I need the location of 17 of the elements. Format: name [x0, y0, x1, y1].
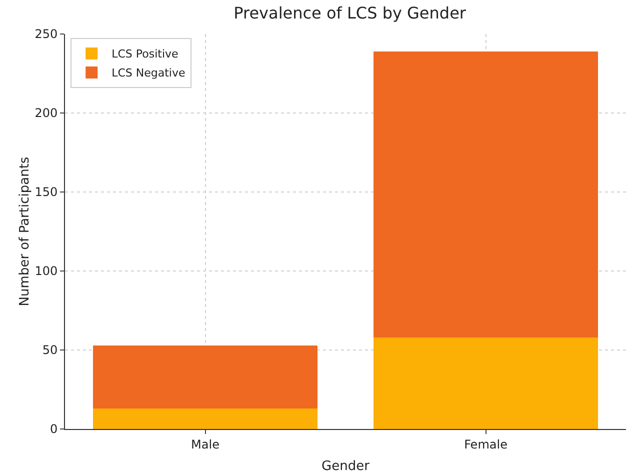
bar — [93, 408, 318, 429]
y-tick-label: 100 — [34, 264, 58, 278]
bar — [374, 337, 598, 429]
y-tick-label: 200 — [34, 106, 58, 120]
bar — [93, 345, 318, 408]
y-tick-label: 0 — [50, 422, 58, 436]
chart-title: Prevalence of LCS by Gender — [234, 3, 466, 22]
bar — [374, 51, 598, 338]
legend-label: LCS Negative — [112, 66, 186, 80]
y-tick-label: 50 — [42, 343, 58, 358]
y-axis-title: Number of Participants — [18, 156, 33, 306]
x-tick-label: Female — [464, 437, 508, 452]
x-tick-label: Male — [191, 437, 220, 452]
x-axis-title: Gender — [322, 459, 370, 474]
legend-label: LCS Positive — [112, 48, 179, 61]
y-tick-label: 250 — [34, 27, 58, 42]
y-tick-label: 150 — [34, 185, 58, 200]
